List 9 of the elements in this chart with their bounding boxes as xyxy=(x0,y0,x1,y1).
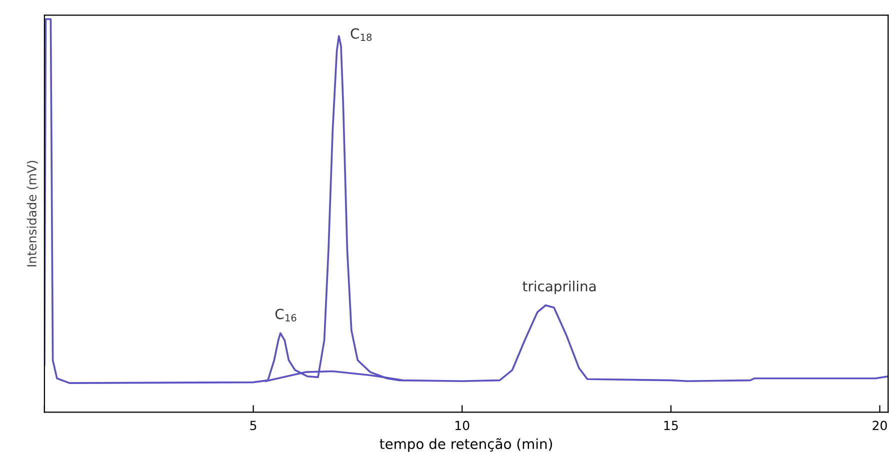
x-tick-label: 20 xyxy=(872,420,887,430)
x-tick-label: 5 xyxy=(250,420,256,430)
annotation: tricaprilina xyxy=(522,280,596,294)
x-axis-title: tempo de retenção (min) xyxy=(380,438,552,452)
y-axis-title: Intensidade (mV) xyxy=(26,160,38,266)
annotation: C$_{16}$ xyxy=(275,308,296,322)
x-tick-label: 10 xyxy=(456,420,470,430)
annotation: C$_{18}$ xyxy=(350,28,372,41)
x-tick-label: 15 xyxy=(664,420,678,430)
